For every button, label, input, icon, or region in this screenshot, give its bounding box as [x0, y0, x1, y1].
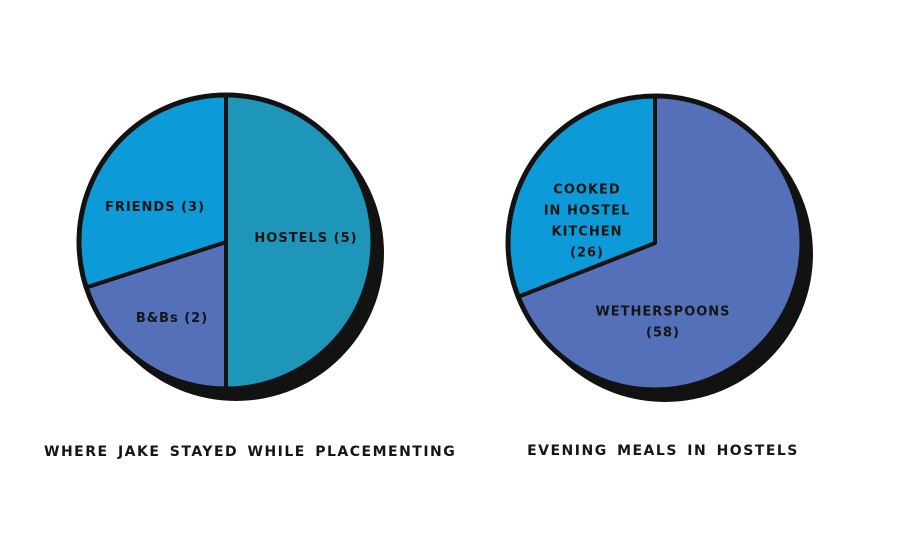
pie-chart-evening-meals-svg: WETHERSPOONS (58) COOKED IN HOSTEL KITCHEN (2…	[505, 93, 813, 402]
pie-slice-label-wetherspoons: WETHERSPOONS	[595, 305, 730, 320]
pie-chart-evening-meals: WETHERSPOONS (58) COOKED IN HOSTEL KITCHEN (2…	[505, 93, 827, 415]
chart-title-accommodation: WHERE JAKE STAYED WHILE PLACEMENTING	[44, 444, 457, 460]
pie-slice-label-hostels: HOSTELS (5)	[254, 231, 357, 246]
pie-slice-label-b-and-bs: B&Bs (2)	[136, 311, 208, 326]
pie-slice-label-cooked-in-hostel-kitchen: (26)	[570, 246, 604, 261]
chart-title-evening-meals: EVENING MEALS IN HOSTELS	[527, 443, 799, 459]
pie-slice-label-cooked-in-hostel-kitchen: IN HOSTEL	[544, 204, 631, 219]
pie-chart-accommodation: HOSTELS (5) B&Bs (2) FRIENDS (3)	[76, 92, 398, 414]
pie-slice-label-cooked-in-hostel-kitchen: COOKED	[553, 183, 620, 198]
pie-slice-label-friends: FRIENDS (3)	[105, 200, 205, 215]
pie-outline	[505, 93, 805, 393]
pie-slice-label-cooked-in-hostel-kitchen: KITCHEN	[552, 225, 623, 240]
pie-slice-label-wetherspoons: (58)	[646, 326, 680, 341]
pie-chart-accommodation-svg: HOSTELS (5) B&Bs (2) FRIENDS (3)	[76, 92, 384, 401]
pie-outline	[76, 92, 376, 392]
